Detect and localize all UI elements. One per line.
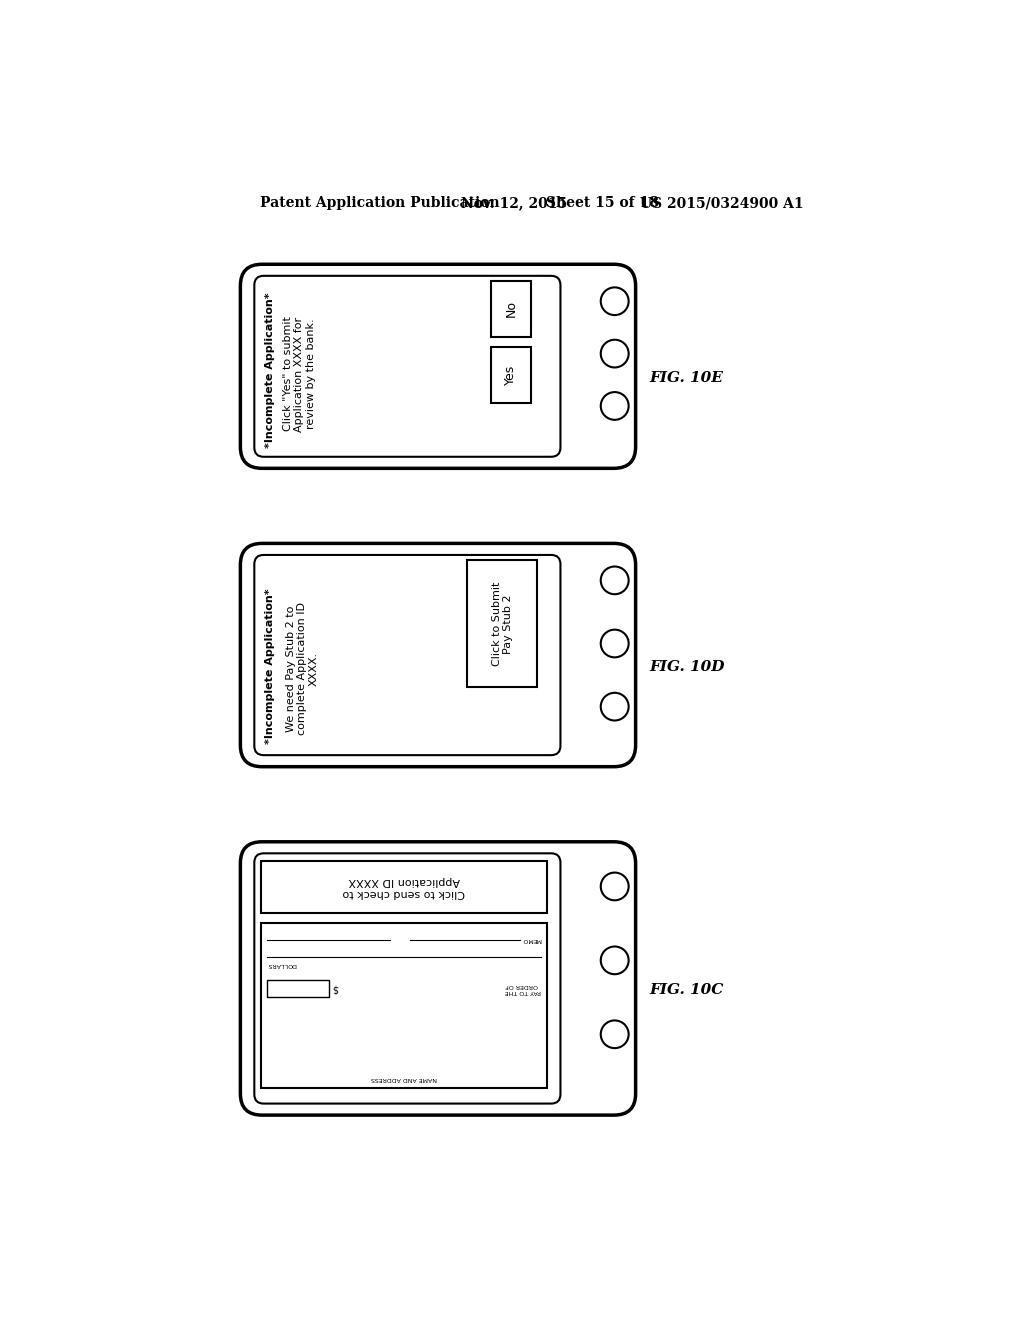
Bar (260, 923, 547, 1088)
Text: FIG. 10E: FIG. 10E (649, 371, 723, 385)
Bar (490, 281, 531, 337)
Text: *Incomplete Application*: *Incomplete Application* (265, 292, 274, 447)
Text: *Incomplete Application*: *Incomplete Application* (265, 589, 274, 744)
Text: Sheet 15 of 18: Sheet 15 of 18 (547, 197, 659, 210)
FancyBboxPatch shape (241, 544, 636, 767)
Text: NAME AND ADDRESS: NAME AND ADDRESS (371, 1076, 437, 1081)
Text: MEMO: MEMO (521, 937, 541, 942)
Text: Click to Submit
Pay Stub 2: Click to Submit Pay Stub 2 (492, 582, 513, 667)
Text: FIG. 10D: FIG. 10D (649, 660, 725, 673)
FancyBboxPatch shape (241, 842, 636, 1115)
Circle shape (601, 946, 629, 974)
Circle shape (601, 392, 629, 420)
Text: PAY TO THE
ORDER OF: PAY TO THE ORDER OF (505, 983, 541, 994)
Circle shape (601, 1020, 629, 1048)
Circle shape (601, 873, 629, 900)
Text: FIG. 10C: FIG. 10C (649, 983, 724, 997)
Text: US 2015/0324900 A1: US 2015/0324900 A1 (640, 197, 803, 210)
Text: DOLLARS: DOLLARS (266, 962, 296, 966)
Text: $: $ (333, 983, 339, 994)
Circle shape (601, 693, 629, 721)
Text: Yes: Yes (505, 366, 517, 385)
Text: Click to send check to
Application ID XXXX: Click to send check to Application ID XX… (343, 876, 465, 898)
FancyBboxPatch shape (254, 554, 560, 755)
Text: Patent Application Publication: Patent Application Publication (260, 197, 500, 210)
Bar (467, 560, 538, 688)
Bar (490, 347, 531, 403)
Text: We need Pay Stub 2 to
complete Application ID
XXXX.: We need Pay Stub 2 to complete Applicati… (286, 602, 318, 735)
Circle shape (601, 288, 629, 315)
FancyBboxPatch shape (254, 853, 560, 1104)
Circle shape (601, 630, 629, 657)
FancyBboxPatch shape (241, 264, 636, 469)
Circle shape (601, 566, 629, 594)
Circle shape (601, 339, 629, 367)
Text: Click "Yes" to submit
Application XXXX for
review by the bank.: Click "Yes" to submit Application XXXX f… (283, 317, 315, 432)
Bar (266, 981, 329, 998)
Text: Nov. 12, 2015: Nov. 12, 2015 (461, 197, 567, 210)
Bar (260, 861, 547, 913)
Text: No: No (505, 301, 517, 317)
FancyBboxPatch shape (254, 276, 560, 457)
